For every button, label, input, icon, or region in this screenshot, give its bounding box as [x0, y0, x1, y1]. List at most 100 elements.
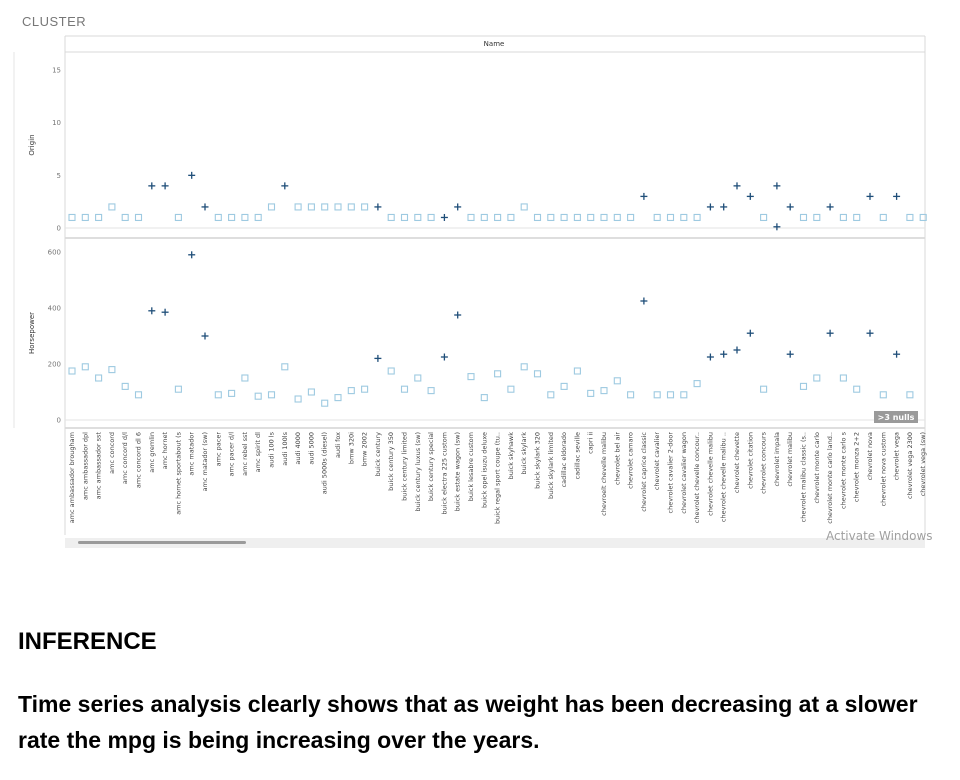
category-label: buick skylark limited [547, 432, 555, 499]
data-point [879, 391, 887, 399]
category-label: chevrolet cavalier [653, 432, 661, 490]
data-point [786, 203, 794, 211]
category-label: chevrolet monte carlo [813, 432, 821, 504]
data-point [799, 382, 808, 390]
category-label: amc concord d/l [121, 432, 129, 484]
data-point [267, 391, 276, 399]
y-axis-title-origin: Origin [28, 134, 36, 155]
category-label: buick century special [427, 432, 435, 501]
category-label: cadillac eldorado [560, 432, 568, 487]
category-label: chevrolet nova custom [879, 432, 887, 506]
data-point [121, 382, 129, 390]
category-label: amc ambassador dpl [81, 432, 89, 500]
column-header-name: Name [484, 40, 505, 48]
data-point [454, 203, 462, 211]
data-point [733, 182, 741, 190]
data-point [853, 385, 861, 393]
data-point [600, 213, 608, 222]
y-tick-label: 0 [57, 225, 61, 233]
data-point [587, 389, 595, 397]
data-point [560, 213, 568, 222]
data-point [706, 353, 714, 361]
horizontal-scrollbar[interactable] [65, 538, 925, 548]
category-label: chevrolet malibu [786, 432, 794, 487]
inference-heading: INFERENCE [18, 628, 157, 655]
data-point [906, 213, 914, 222]
y-tick-label: 10 [52, 119, 61, 127]
category-label: chevrolet cavalier 2-door [667, 432, 675, 514]
data-point [813, 213, 821, 222]
data-point [467, 213, 475, 222]
data-point [786, 350, 794, 358]
category-label: chevrolet impala [773, 432, 781, 487]
data-point [773, 182, 781, 190]
category-label: bmw 320i [347, 432, 355, 464]
sheet-title: CLUSTER [22, 14, 86, 29]
category-label: chevrolet chevelle concour.. [693, 432, 701, 523]
data-point [587, 213, 595, 222]
data-point [520, 363, 528, 371]
category-label: chevrolet monza 2+2 [853, 432, 861, 502]
category-label: audi 4000 [294, 432, 302, 465]
category-label: chevrolet concours [760, 431, 768, 493]
y-tick-label: 400 [48, 305, 61, 313]
category-label: buick century luxus (sw) [414, 432, 422, 512]
data-point [826, 329, 834, 337]
data-point [214, 391, 222, 399]
category-label: amc spirit dl [254, 432, 262, 472]
data-point [361, 385, 369, 393]
data-point [467, 373, 475, 381]
data-point [214, 213, 222, 222]
data-point [680, 391, 688, 399]
data-point [81, 213, 89, 222]
category-label: chevrolet vega (sw) [919, 432, 927, 496]
data-point [693, 213, 701, 222]
category-label: chevrolet monte carlo s [839, 431, 847, 509]
category-label: buick electra 225 custom [440, 432, 448, 515]
data-point [507, 213, 515, 222]
data-point [228, 389, 236, 397]
category-label: amc pacer d/l [228, 432, 236, 477]
y-tick-label: 600 [48, 249, 61, 257]
data-point [361, 203, 369, 211]
data-point [201, 332, 209, 340]
category-label: amc matador (sw) [201, 432, 209, 491]
category-label: amc rebel sst [241, 432, 249, 476]
data-point [853, 213, 861, 222]
data-point [321, 399, 329, 407]
data-point [720, 350, 728, 358]
data-point [307, 388, 315, 396]
category-label: amc pacer [214, 432, 222, 467]
data-point [560, 382, 568, 390]
category-label: buick estate wagon (sw) [454, 432, 462, 511]
data-point [134, 213, 143, 222]
y-tick-label: 0 [57, 417, 61, 425]
y-tick-label: 200 [48, 361, 61, 369]
data-point [520, 203, 528, 211]
data-point [547, 391, 555, 399]
data-point [188, 171, 196, 179]
data-point [374, 203, 382, 211]
null-indicator[interactable]: >3 nulls [874, 411, 918, 423]
data-point [294, 395, 302, 403]
data-point [839, 213, 847, 222]
scrollbar-thumb[interactable] [78, 541, 246, 544]
data-point [866, 329, 874, 337]
data-point [427, 387, 435, 395]
data-point [640, 297, 648, 305]
data-point [746, 192, 754, 200]
y-axis-title-horsepower: Horsepower [28, 312, 36, 354]
category-label: audi 5000 [307, 432, 315, 465]
data-point [108, 366, 116, 374]
marks-layer [68, 171, 927, 407]
category-label: chevrolet vega 2300 [906, 432, 914, 499]
data-point [573, 213, 581, 222]
category-label: chevrolet monte carlo land.. [826, 432, 834, 524]
data-point [241, 374, 249, 382]
data-point [693, 380, 701, 388]
data-point [494, 370, 502, 378]
data-point [334, 394, 342, 402]
data-point [480, 394, 488, 402]
data-point [321, 203, 329, 211]
category-label: chevrolet vega [893, 432, 901, 480]
